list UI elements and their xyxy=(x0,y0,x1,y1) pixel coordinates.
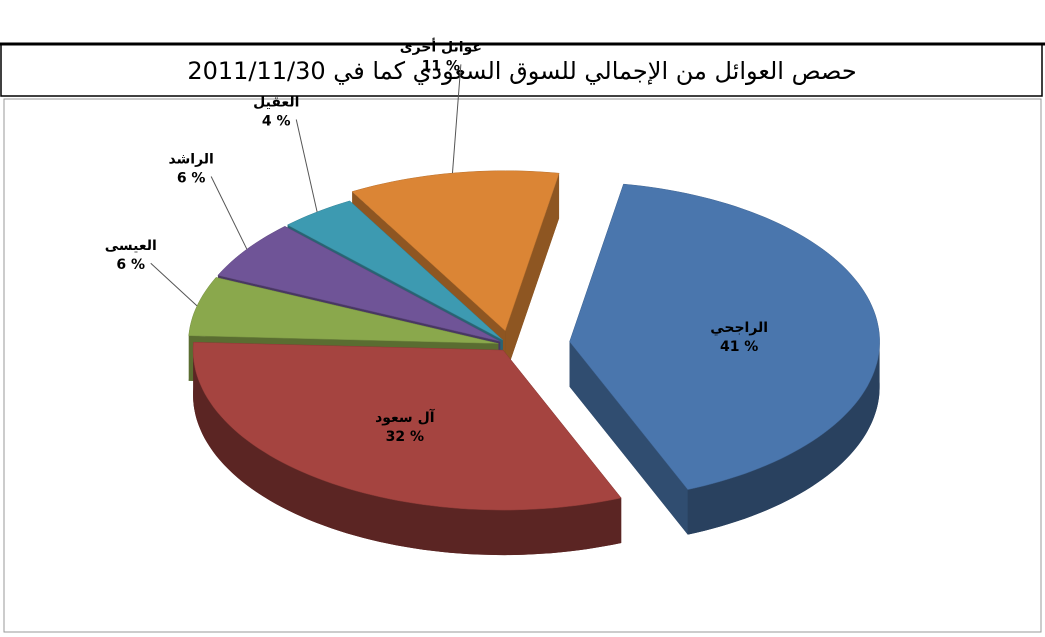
title-box xyxy=(0,43,1043,97)
category-label: الراجحي xyxy=(710,320,768,336)
slice xyxy=(569,183,880,490)
slice-group xyxy=(192,341,622,556)
slice xyxy=(188,277,499,344)
slice xyxy=(192,341,622,511)
category-label: عوائل أخرى xyxy=(400,37,482,55)
slice xyxy=(351,170,560,332)
leader-line xyxy=(150,262,198,307)
slice xyxy=(286,200,503,341)
slice xyxy=(217,226,501,342)
category-label: العقيل xyxy=(253,94,299,110)
leader-line xyxy=(451,64,462,174)
category-label: الراشد xyxy=(168,151,213,167)
pie: الراجحي 41 % آل سعود 32 % العيسى 6 % الراشد 6 %… xyxy=(105,37,880,556)
value-label: 11 % xyxy=(422,58,460,74)
value-label: 6 % xyxy=(177,170,206,186)
plot-frame xyxy=(3,98,1042,633)
slice-side xyxy=(193,350,622,556)
slice-side xyxy=(687,341,880,535)
leader-line xyxy=(210,176,248,250)
value-label: 41 % xyxy=(720,339,758,355)
category-label: آل سعود xyxy=(375,408,436,426)
slice-wall xyxy=(505,173,560,376)
value-label: 6 % xyxy=(116,257,145,273)
category-label: العيسى xyxy=(105,238,157,254)
leader-line xyxy=(295,119,318,213)
chart-title: حصص العوائل من الإجمالي للسوق السعودي كم… xyxy=(187,57,856,85)
slice-group xyxy=(569,183,880,535)
value-label: 32 % xyxy=(386,429,424,445)
slice-wall xyxy=(569,341,688,535)
value-label: 4 % xyxy=(262,113,291,129)
